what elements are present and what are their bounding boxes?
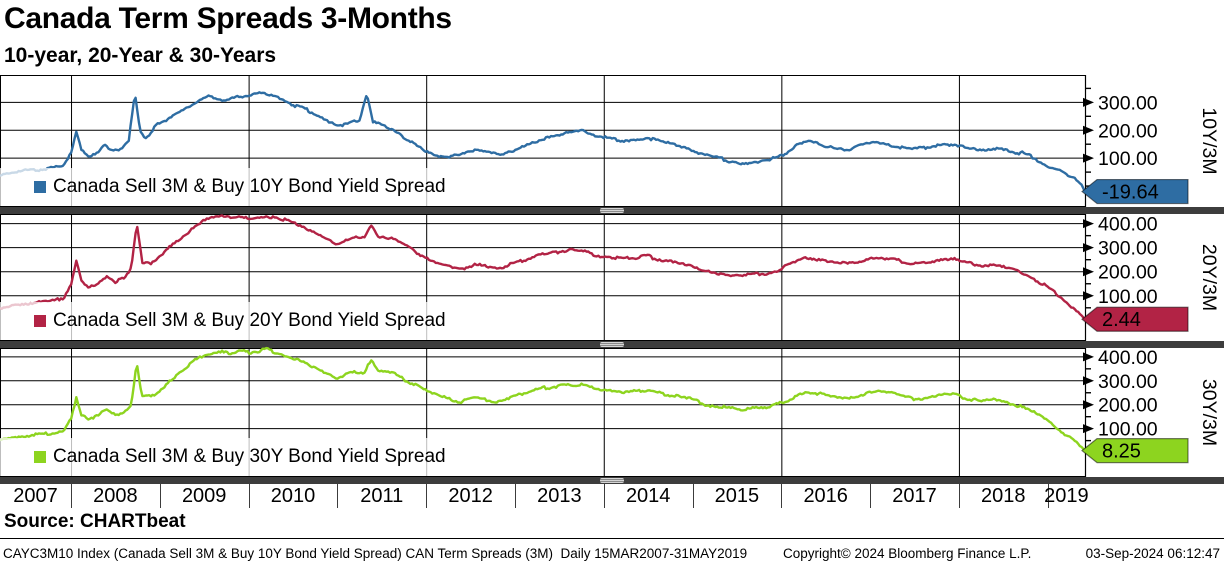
legend-label-20y-3m: Canada Sell 3M & Buy 20Y Bond Yield Spre… [53,310,446,331]
svg-text:10Y/3M: 10Y/3M [1198,107,1220,174]
x-axis-tick [692,484,694,508]
footer: CAYC3M10 Index (Canada Sell 3M & Buy 10Y… [0,540,1224,566]
svg-text:100.00: 100.00 [1098,286,1158,308]
x-axis-tick [515,484,516,508]
svg-text:30Y/3M: 30Y/3M [1198,379,1220,446]
x-axis-tick [1047,484,1049,508]
x-axis-tick [958,484,960,508]
x-axis-year-label: 2019 [1044,485,1089,507]
panel-30y-3m: 400.00 300.00 200.00 100.00 8.25 30Y/3M Canad… [0,347,1224,477]
x-axis-tick [426,484,428,508]
svg-text:-19.64: -19.64 [1102,182,1159,204]
legend-swatch-20y-3m [34,315,46,327]
svg-text:100.00: 100.00 [1098,419,1158,441]
x-axis-year-label: 2015 [714,485,760,507]
x-axis: 2007 2008 2009 2010 2011 2012 2013 2014 2015 2016… [0,484,1224,511]
legend-swatch-10y-3m [34,181,46,193]
panel-divider-1 [0,207,1224,214]
x-axis-year-label: 2009 [181,485,227,507]
x-axis-year-label: 2017 [892,485,937,507]
legend-label-10y-3m: Canada Sell 3M & Buy 10Y Bond Yield Spre… [53,176,446,197]
svg-text:400.00: 400.00 [1098,214,1158,236]
divider-drag-handle-3[interactable] [600,478,624,483]
svg-text:300.00: 300.00 [1098,92,1158,114]
x-axis-year-label: 2018 [981,485,1026,507]
svg-text:300.00: 300.00 [1098,238,1158,260]
divider-drag-handle-2[interactable] [600,342,624,347]
x-axis-year-label: 2013 [537,485,582,507]
svg-text:200.00: 200.00 [1098,120,1158,142]
panel-20y-3m: 400.00 300.00 200.00 100.00 2.44 20Y/3M Canad… [0,214,1224,341]
plot-10y-3m[interactable]: 300.00 200.00 100.00 -19.64 10Y/3M [0,75,1224,207]
x-axis-tick [71,484,72,508]
svg-text:300.00: 300.00 [1098,371,1158,393]
source-line: Source: CHARTbeat [4,511,186,532]
x-axis-year-label: 2012 [448,485,493,507]
svg-text:400.00: 400.00 [1098,347,1158,369]
legend-label-30y-3m: Canada Sell 3M & Buy 30Y Bond Yield Spre… [53,446,446,467]
panel-divider-3 [0,477,1224,484]
footer-timestamp: 03-Sep-2024 06:12:47 [1085,546,1220,561]
x-axis-tick [337,484,339,508]
legend-10y-3m: Canada Sell 3M & Buy 10Y Bond Yield Spre… [0,168,460,206]
divider-drag-handle-1[interactable] [600,208,624,213]
chart-title: Canada Term Spreads 3-Months [4,2,452,35]
chart-subtitle: 10-year, 20-Year & 30-Years [4,44,277,67]
x-axis-tick [781,484,783,508]
svg-text:100.00: 100.00 [1098,148,1158,170]
panel-divider-2 [0,341,1224,348]
x-axis-tick [603,484,605,508]
panel-10y-3m: 300.00 200.00 100.00 -19.64 10Y/3M Canada Se… [0,75,1224,207]
legend-swatch-30y-3m [34,451,46,463]
x-axis-year-label: 2007 [13,485,58,507]
x-axis-year-label: 2014 [625,485,671,507]
footer-copyright: Copyright© 2024 Bloomberg Finance L.P. [783,546,1032,561]
legend-30y-3m: Canada Sell 3M & Buy 30Y Bond Yield Spre… [0,438,460,476]
x-axis-year-label: 2016 [803,485,848,507]
x-axis-tick [870,484,872,508]
x-axis-year-label: 2008 [93,485,138,507]
footer-ticker-info: CAYC3M10 Index (Canada Sell 3M & Buy 10Y… [3,546,748,561]
svg-text:200.00: 200.00 [1098,262,1158,284]
x-axis-tick [159,484,161,508]
svg-text:20Y/3M: 20Y/3M [1198,244,1220,311]
svg-text:8.25: 8.25 [1102,441,1141,463]
footer-divider [0,538,1224,539]
x-axis-year-label: 2010 [270,485,316,507]
svg-text:200.00: 200.00 [1098,395,1158,417]
x-axis-year-label: 2011 [360,485,404,507]
svg-text:2.44: 2.44 [1102,309,1141,331]
x-axis-tick [248,484,250,508]
legend-20y-3m: Canada Sell 3M & Buy 20Y Bond Yield Spre… [0,302,460,340]
